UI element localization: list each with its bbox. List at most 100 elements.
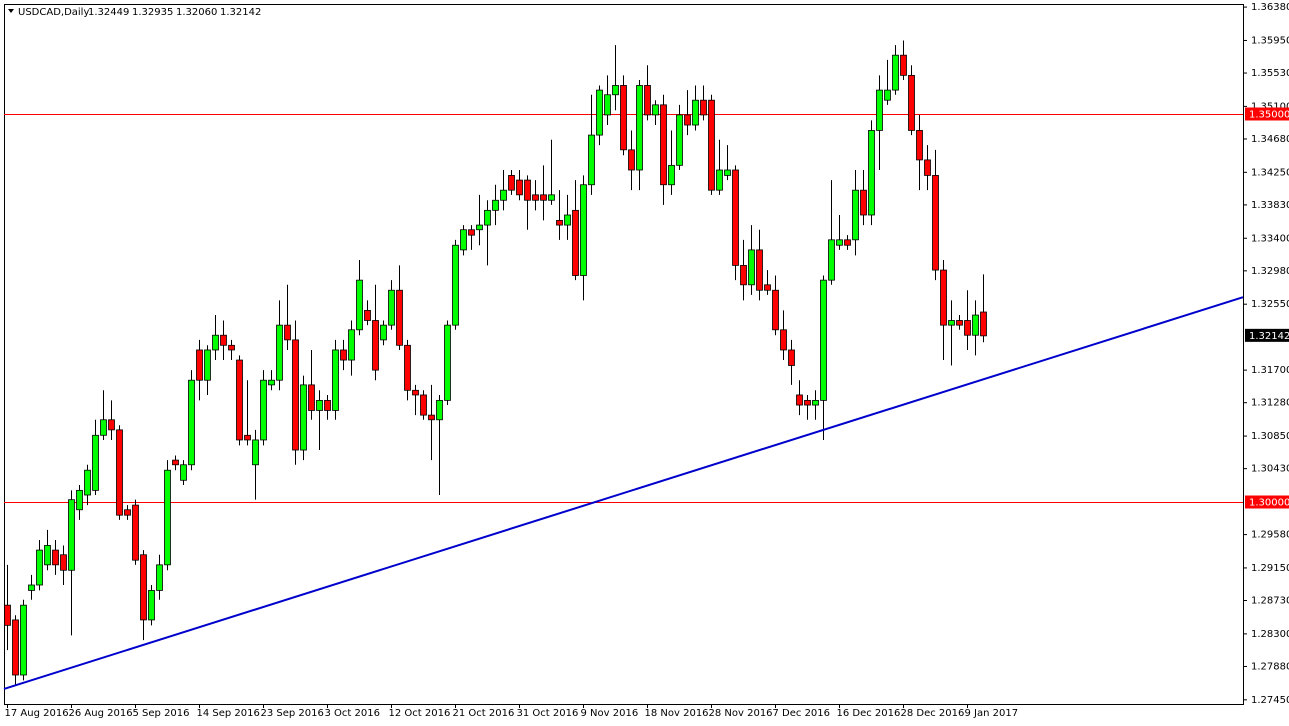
candle-body	[84, 469, 91, 496]
y-tick-label: 1.31700	[1251, 365, 1289, 376]
ohlc-value: 1.32060	[176, 7, 217, 18]
candle-body	[700, 99, 707, 116]
candle-body	[340, 349, 347, 361]
y-tick-label: 1.31280	[1251, 398, 1289, 409]
candle-body	[548, 194, 555, 201]
candle-body	[20, 604, 27, 676]
candle-body	[4, 604, 11, 626]
candle-body	[804, 399, 811, 406]
menu-arrow	[8, 9, 14, 13]
candle-body	[404, 344, 411, 391]
candle-body	[76, 489, 83, 511]
candle-body	[796, 394, 803, 406]
candle-body	[188, 379, 195, 466]
last-price-tag	[1245, 328, 1289, 342]
candle-body	[36, 549, 43, 586]
candle-body	[172, 459, 179, 466]
candle-body	[492, 199, 499, 211]
level-label: 1.35000	[1249, 110, 1289, 121]
candle-body	[92, 434, 99, 491]
candle-body	[412, 389, 419, 396]
candle-body	[292, 339, 299, 451]
trendline	[3, 296, 1244, 690]
candle-body	[972, 314, 979, 336]
candle-body	[604, 94, 611, 116]
x-tick-label: 26 Aug 2016	[69, 708, 133, 719]
y-tick-label: 1.27450	[1251, 695, 1289, 706]
candle-body	[356, 279, 363, 331]
last-price-label: 1.32142	[1249, 331, 1289, 342]
candle-body	[932, 175, 939, 271]
candle-body	[300, 384, 307, 451]
candle-body	[596, 89, 603, 136]
candle-body	[436, 399, 443, 421]
candle-body	[628, 149, 635, 171]
candle-body	[940, 269, 947, 326]
candle-body	[652, 104, 659, 116]
x-tick-label: 3 Oct 2016	[325, 708, 380, 719]
candle-body	[876, 89, 883, 131]
candle-body	[476, 224, 483, 231]
candle-body	[660, 104, 667, 186]
candle-body	[884, 89, 891, 101]
candle-body	[308, 384, 315, 411]
ohlc-value: 1.32935	[132, 7, 173, 18]
candle-body	[100, 419, 107, 436]
x-tick-label: 31 Oct 2016	[517, 708, 579, 719]
y-tick-label: 1.30850	[1251, 431, 1289, 442]
candle-body	[268, 379, 275, 386]
candle-body	[12, 619, 19, 676]
candle-body	[692, 99, 699, 126]
y-tick-label: 1.29150	[1251, 563, 1289, 574]
candle-body	[820, 279, 827, 401]
candle-body	[180, 464, 187, 481]
y-tick-label: 1.32550	[1251, 299, 1289, 310]
candle-body	[540, 194, 547, 201]
candle-body	[524, 179, 531, 201]
x-tick-label: 16 Dec 2016	[837, 708, 901, 719]
candle-body	[260, 379, 267, 441]
x-tick-label: 5 Sep 2016	[133, 708, 190, 719]
candle-body	[244, 434, 251, 441]
candle-body	[676, 114, 683, 166]
candle-body	[108, 419, 115, 431]
x-tick-label: 28 Nov 2016	[709, 708, 773, 719]
candle-body	[140, 554, 147, 621]
y-tick-label: 1.34250	[1251, 167, 1289, 178]
candle-body	[756, 249, 763, 291]
candle-body	[124, 509, 131, 516]
candle-body	[916, 130, 923, 161]
candle-body	[508, 175, 515, 191]
candle-body	[588, 134, 595, 186]
candle-body	[460, 229, 467, 251]
y-tick-label: 1.36380	[1251, 2, 1289, 13]
candle-body	[532, 194, 539, 201]
candle-body	[468, 229, 475, 236]
candle-body	[572, 209, 579, 276]
x-tick-label: 17 Aug 2016	[5, 708, 69, 719]
candle-body	[388, 289, 395, 326]
x-tick-label: 12 Oct 2016	[389, 708, 451, 719]
ohlc-value: 1.32449	[88, 7, 129, 18]
candle-body	[500, 189, 507, 201]
candle-body	[812, 399, 819, 406]
candle-body	[284, 324, 291, 341]
x-tick-label: 21 Oct 2016	[453, 708, 515, 719]
candle-body	[44, 545, 51, 566]
y-tick-label: 1.29580	[1251, 530, 1289, 541]
candle-body	[316, 399, 323, 411]
candle-body	[324, 399, 331, 411]
candle-body	[668, 164, 675, 186]
candle-body	[52, 549, 59, 566]
candle-body	[924, 159, 931, 176]
level-tag	[1245, 495, 1289, 509]
x-tick-label: 28 Dec 2016	[901, 708, 965, 719]
candle-body	[636, 85, 643, 171]
candle-body	[132, 504, 139, 561]
x-tick-label: 23 Sep 2016	[261, 708, 324, 719]
y-tick-label: 1.32980	[1251, 266, 1289, 277]
candle-body	[948, 320, 955, 326]
candle-body	[892, 54, 899, 91]
candle-body	[396, 289, 403, 346]
